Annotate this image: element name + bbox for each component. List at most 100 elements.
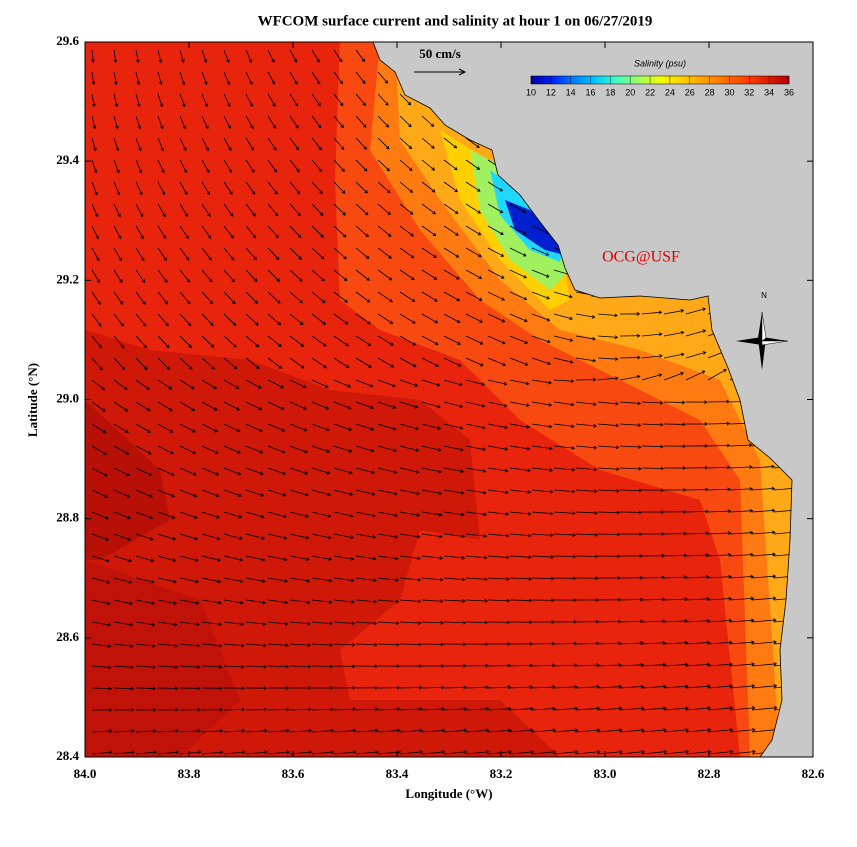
current-arrow — [157, 115, 164, 130]
current-arrow — [289, 445, 308, 454]
current-arrow — [619, 706, 645, 711]
current-arrow — [311, 159, 323, 173]
current-arrow — [377, 93, 389, 106]
y-tick-label: 29.0 — [56, 390, 79, 405]
current-arrow — [443, 467, 465, 474]
current-arrow — [707, 749, 734, 755]
current-arrow — [333, 93, 344, 107]
current-arrow — [267, 750, 291, 755]
current-arrow — [443, 750, 468, 755]
current-arrow — [267, 467, 287, 475]
current-arrow — [91, 665, 112, 670]
current-arrow — [179, 181, 188, 196]
current-arrow — [113, 71, 118, 86]
current-arrow — [685, 662, 711, 667]
current-arrow — [113, 467, 130, 477]
current-arrow — [311, 621, 334, 626]
current-arrow — [267, 181, 278, 195]
current-arrow — [91, 379, 106, 391]
current-arrow — [443, 642, 467, 647]
current-arrow — [311, 707, 335, 712]
current-arrow — [355, 467, 376, 475]
current-arrow — [377, 181, 391, 194]
current-arrow — [289, 533, 310, 540]
current-arrow — [245, 247, 257, 261]
current-arrow — [641, 684, 667, 689]
current-arrow — [289, 577, 311, 583]
current-arrow — [751, 486, 776, 491]
current-arrow — [135, 357, 148, 371]
current-arrow — [267, 533, 288, 540]
current-arrow — [333, 423, 353, 432]
current-arrow — [135, 137, 142, 152]
current-arrow — [399, 203, 414, 215]
current-arrow — [729, 530, 754, 535]
current-arrow — [685, 400, 708, 404]
current-arrow — [487, 750, 512, 755]
current-arrow — [531, 685, 556, 689]
current-arrow — [531, 467, 554, 472]
current-arrow — [487, 247, 505, 257]
x-tick-label: 83.4 — [386, 766, 409, 781]
current-arrow — [531, 445, 553, 451]
current-arrow — [245, 707, 268, 712]
current-arrow — [157, 357, 171, 370]
current-arrow — [355, 750, 379, 755]
current-arrow — [355, 269, 370, 281]
current-arrow — [135, 533, 154, 541]
current-arrow — [553, 533, 577, 537]
current-arrow — [223, 269, 235, 283]
current-arrow — [487, 335, 506, 345]
current-arrow — [509, 706, 534, 711]
current-arrow — [487, 313, 506, 323]
current-arrow — [267, 291, 281, 304]
current-arrow — [333, 685, 357, 690]
current-arrow — [355, 247, 370, 259]
current-arrow — [245, 335, 260, 348]
colorbar-tick-label: 12 — [546, 87, 556, 97]
current-arrow — [201, 599, 222, 605]
current-arrow — [267, 115, 277, 129]
current-arrow — [201, 577, 222, 584]
current-arrow — [641, 510, 665, 514]
x-tick-label: 83.0 — [594, 766, 617, 781]
current-arrow — [685, 351, 707, 359]
current-arrow — [135, 247, 145, 262]
current-arrow — [685, 706, 712, 711]
current-arrow — [355, 49, 366, 63]
current-arrow — [663, 706, 689, 711]
current-arrow — [751, 574, 777, 579]
current-arrow — [641, 706, 667, 711]
current-arrow — [135, 49, 140, 64]
current-arrow — [113, 511, 131, 520]
current-arrow — [729, 574, 755, 579]
current-arrow — [575, 641, 600, 646]
current-arrow — [223, 445, 241, 454]
current-arrow — [663, 444, 687, 449]
current-arrow — [663, 422, 686, 427]
current-arrow — [751, 464, 775, 469]
current-arrow — [509, 269, 528, 279]
current-arrow — [597, 313, 618, 318]
current-arrow — [685, 640, 711, 645]
current-arrow — [487, 379, 508, 386]
current-arrow — [135, 750, 158, 755]
current-arrow — [465, 423, 486, 430]
current-arrow — [245, 511, 265, 519]
current-arrow — [355, 181, 368, 194]
current-arrow — [223, 335, 237, 348]
current-arrow — [223, 159, 232, 173]
current-arrow — [333, 642, 356, 647]
current-arrow — [267, 357, 283, 369]
current-arrow — [267, 599, 289, 605]
current-arrow — [157, 445, 174, 455]
current-arrow — [355, 511, 376, 518]
current-arrow — [245, 379, 262, 389]
current-arrow — [113, 225, 122, 240]
current-arrow — [685, 575, 710, 579]
current-arrow — [179, 621, 200, 627]
current-arrow — [157, 225, 167, 240]
current-arrow — [245, 401, 263, 411]
current-arrow — [443, 181, 459, 193]
current-arrow — [289, 291, 303, 304]
